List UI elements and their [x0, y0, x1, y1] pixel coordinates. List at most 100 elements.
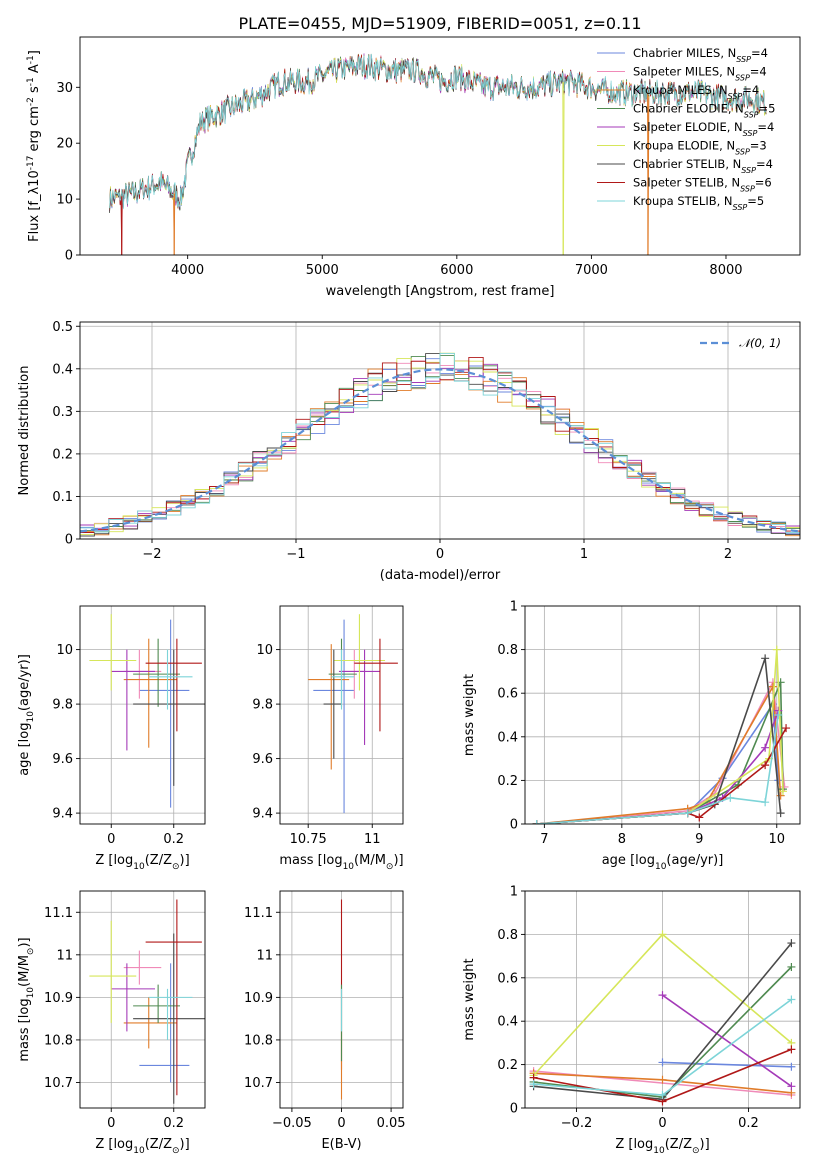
- y-tick-label: 10.9: [44, 991, 73, 1006]
- massweight-vs-Z-xlabel: Z [log10(Z/Z⊙)]: [615, 1137, 709, 1156]
- age-vs-mass-marks: [308, 614, 398, 814]
- x-tick-label: 10.75: [290, 832, 327, 847]
- massweight-vs-age-series-1-marker: [780, 782, 789, 791]
- age-vs-Z-panel: 0 0.2 9.4 9.6 9.8 10 Z [log10(Z/Z⊙)] age [log10…: [17, 605, 206, 872]
- legend-entry-4: Salpeter ELODIE, NSSP=4: [633, 120, 774, 138]
- y-tick-label: 9.4: [52, 807, 73, 822]
- y-tick-label: 0.4: [497, 1015, 518, 1030]
- spectrum-series-8-line: [109, 54, 767, 210]
- massweight-vs-age-series-2-marker: [768, 682, 777, 691]
- massweight-vs-age-series-8-line: [536, 714, 780, 824]
- mass-vs-Z-point-1: [123, 950, 162, 985]
- massweight-vs-age-series-6-marker: [761, 654, 770, 663]
- mass-vs-Z-point-8: [148, 988, 193, 1040]
- mass-vs-Z-ylabel: mass [log10(M/M⊙)]: [17, 937, 36, 1061]
- massweight-vs-age-series-0-line: [536, 701, 780, 824]
- massweight-vs-age-series-8-marker: [726, 793, 735, 802]
- y-tick-label: 10: [56, 193, 73, 208]
- massweight-vs-age-series-1-line: [536, 679, 786, 824]
- x-tick-label: 0: [658, 1116, 666, 1131]
- massweight-vs-Z-frame: [524, 890, 801, 1109]
- massweight-vs-age-marks: [532, 645, 791, 824]
- massweight-vs-age-grid: [525, 605, 800, 825]
- age-vs-Z-point-5: [89, 614, 137, 691]
- age-vs-Z-grid: [80, 606, 205, 824]
- age-vs-mass-point-3: [328, 638, 357, 707]
- massweight-vs-age-series-7-marker: [782, 724, 791, 733]
- y-tick-label: 1: [510, 885, 518, 900]
- massweight-vs-Z-series-6-marker: [787, 939, 796, 948]
- massweight-vs-age-series-8-marker: [761, 798, 770, 807]
- y-tick-label: 0: [65, 249, 73, 264]
- legend-entry-1: Salpeter MILES, NSSP=4: [633, 65, 767, 83]
- age-vs-Z-ylabel: age [log10(age/yr)]: [17, 654, 36, 776]
- age-vs-mass-point-7: [354, 638, 398, 732]
- age-vs-Z-point-0: [139, 619, 190, 808]
- x-tick-label: 0: [337, 1116, 345, 1131]
- mass-vs-EBV-frame: [279, 890, 404, 1109]
- massweight-vs-age-series-2-line: [536, 684, 782, 824]
- x-tick-label: 0: [107, 832, 115, 847]
- mass-vs-EBV-panel: −0.05 0 0.05 10.7 10.8 10.9 11 11.1 E(B-V): [244, 890, 406, 1152]
- y-tick-label: 0.8: [497, 643, 518, 658]
- y-tick-label: 0.5: [52, 320, 73, 335]
- y-tick-label: 0.6: [497, 687, 518, 702]
- mass-vs-EBV-xlabel: E(B-V): [321, 1137, 361, 1152]
- age-vs-Z-point-3: [133, 638, 180, 707]
- massweight-vs-age-series-7-marker: [761, 761, 770, 770]
- mass-vs-Z-grid: [80, 891, 205, 1108]
- y-tick-label: 0.2: [497, 1058, 518, 1073]
- y-tick-label: 9.6: [252, 752, 273, 767]
- x-tick-label: −2: [142, 547, 161, 562]
- legend-entry-2: Kroupa MILES, NSSP=4: [633, 83, 759, 101]
- residual-histogram-marks: [80, 352, 800, 539]
- y-tick-label: 0: [510, 1102, 518, 1117]
- spectrum-frame: [79, 36, 801, 256]
- age-vs-Z-xlabel: Z [log10(Z/Z⊙)]: [95, 853, 189, 872]
- legend-entry-0: Chabrier MILES, NSSP=4: [633, 46, 768, 64]
- x-tick-label: −1: [286, 547, 305, 562]
- age-vs-mass-point-6: [323, 649, 342, 759]
- massweight-vs-age-series-7-line: [536, 727, 787, 824]
- spectrum-marks: [109, 53, 767, 255]
- massweight-vs-age-series-6-marker: [776, 809, 785, 818]
- age-vs-Z-marks: [89, 614, 205, 808]
- y-tick-label: 10.9: [244, 991, 273, 1006]
- residual-histogram-panel: −2 −1 0 1 2 0 0.1 0.2 0.3 0.4 0.5 (data-model)/erro…: [17, 320, 801, 583]
- y-tick-label: 11.1: [244, 906, 273, 921]
- x-tick-label: 2: [724, 547, 732, 562]
- mass-vs-Z-point-6: [133, 933, 205, 1104]
- massweight-vs-Z-series-8-marker: [658, 1090, 667, 1099]
- spectrum-panel: 4000 5000 6000 7000 8000 0 10 20 30 wavelength [A…: [26, 36, 801, 299]
- massweight-vs-age-series-5-marker: [778, 787, 787, 796]
- mass-vs-Z-xlabel: Z [log10(Z/Z⊙)]: [95, 1137, 189, 1156]
- legend-entry-normal: 𝒩(0, 1): [739, 336, 781, 350]
- y-tick-label: 10.7: [244, 1076, 273, 1091]
- age-vs-Z-point-7: [145, 638, 202, 732]
- normal-reference-curve: [80, 368, 800, 533]
- y-tick-label: 20: [56, 137, 73, 152]
- massweight-vs-age-frame: [524, 605, 801, 825]
- y-tick-label: 1: [510, 600, 518, 615]
- massweight-vs-age-series-8-marker: [532, 820, 541, 824]
- massweight-vs-Z-series-3-marker: [787, 962, 796, 971]
- histogram-series-8-steps: [80, 352, 800, 539]
- y-tick-label: 0.4: [52, 362, 73, 377]
- legend-entry-5: Kroupa ELODIE, NSSP=3: [633, 139, 767, 157]
- age-vs-mass-point-5: [333, 614, 386, 691]
- x-tick-label: 0.2: [163, 832, 184, 847]
- legend-entry-6: Chabrier STELIB, NSSP=4: [633, 157, 773, 175]
- legend-entry-3: Chabrier ELODIE, NSSP=5: [633, 102, 775, 120]
- y-tick-label: 0: [510, 818, 518, 833]
- mass-vs-Z-frame: [79, 890, 206, 1109]
- x-tick-label: 0.05: [377, 1116, 406, 1131]
- x-tick-label: 9: [695, 832, 703, 847]
- x-tick-label: 5000: [306, 263, 339, 278]
- x-tick-label: −0.2: [561, 1116, 593, 1131]
- x-tick-label: 7: [540, 832, 548, 847]
- y-tick-label: 10.8: [244, 1033, 273, 1048]
- x-tick-label: 6000: [440, 263, 473, 278]
- massweight-vs-Z-series-8-marker: [529, 1080, 538, 1089]
- y-tick-label: 0: [65, 533, 73, 548]
- mass-vs-Z-point-4: [111, 963, 155, 1032]
